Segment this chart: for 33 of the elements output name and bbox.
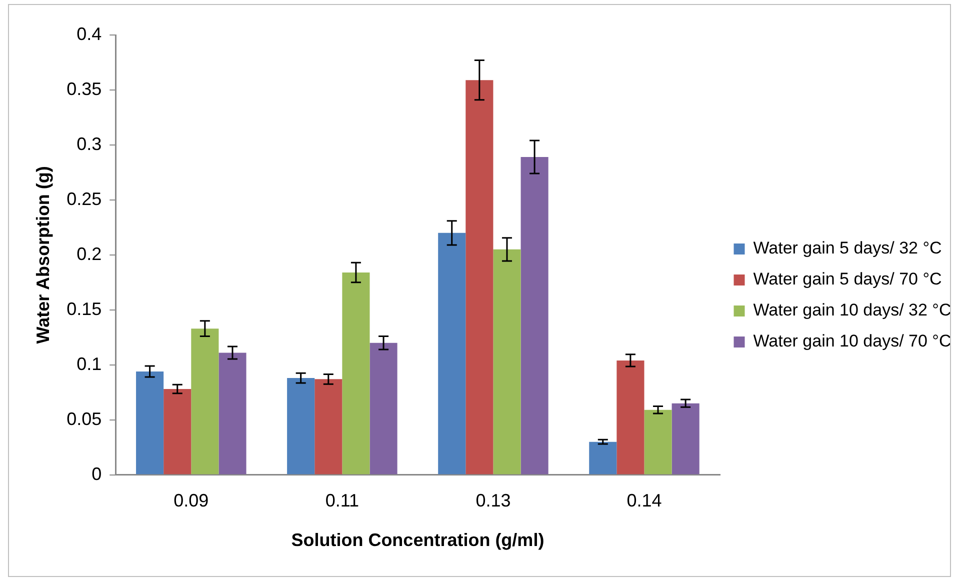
x-axis-title: Solution Concentration (g/ml) — [291, 530, 544, 550]
y-tick-label: 0.05 — [66, 408, 102, 429]
y-axis-title: Water Absorption (g) — [32, 166, 53, 344]
bar — [191, 328, 219, 474]
bar — [493, 249, 521, 474]
y-tick-label: 0.2 — [76, 244, 102, 264]
y-tick-label: 0.15 — [66, 298, 102, 319]
y-tick-label: 0.35 — [66, 78, 102, 99]
bar — [589, 442, 617, 474]
legend-label: Water gain 5 days/ 70 °C — [753, 270, 942, 289]
bar — [218, 352, 246, 474]
bar — [672, 403, 700, 474]
y-tick-label: 0 — [92, 464, 102, 484]
x-tick-label: 0.14 — [626, 490, 662, 511]
bar — [342, 272, 370, 474]
legend-label: Water gain 5 days/ 32 °C — [753, 238, 942, 258]
x-tick-label: 0.09 — [174, 490, 209, 511]
bar — [616, 360, 644, 474]
y-tick-label: 0.1 — [76, 354, 102, 374]
bar — [520, 157, 548, 474]
bar — [370, 342, 398, 474]
y-tick-label: 0.4 — [76, 24, 102, 44]
y-tick-label: 0.25 — [66, 188, 102, 209]
bar — [136, 371, 164, 474]
x-tick-label: 0.11 — [325, 490, 360, 511]
bar — [287, 378, 315, 474]
bar — [644, 410, 672, 474]
bar — [164, 389, 192, 474]
bar — [314, 379, 342, 474]
x-tick-label: 0.13 — [476, 490, 511, 511]
bar — [438, 232, 466, 474]
y-tick-label: 0.3 — [76, 134, 102, 154]
bar — [466, 80, 494, 474]
